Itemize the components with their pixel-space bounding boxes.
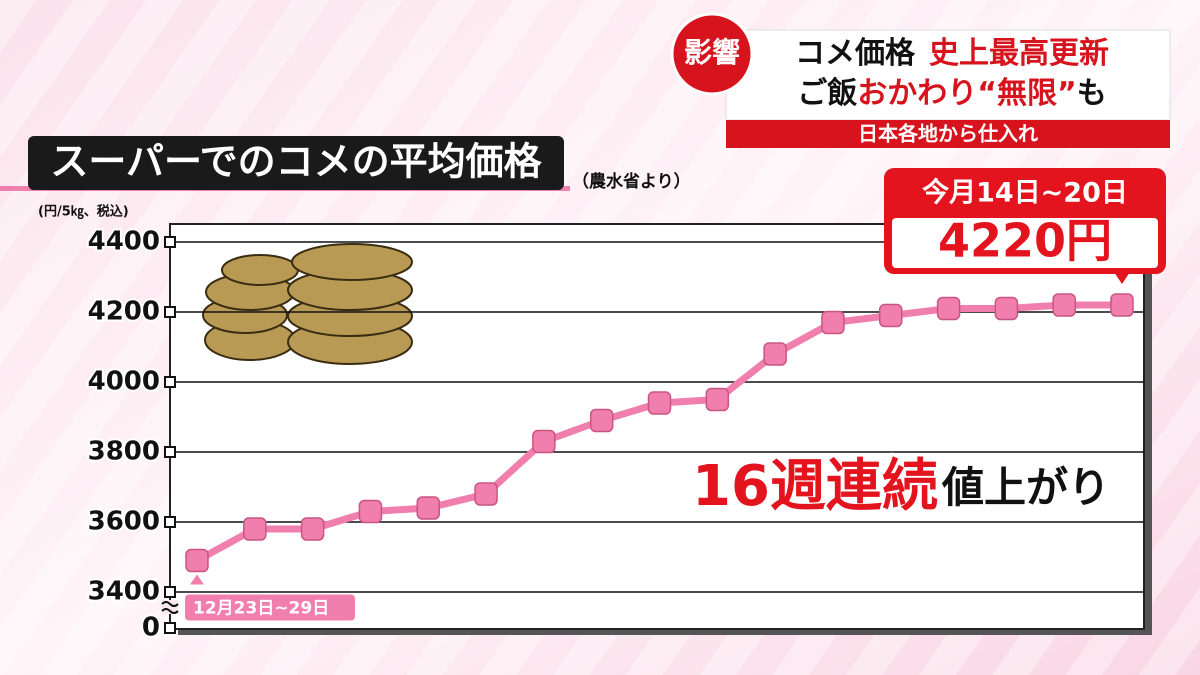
point (532, 429, 556, 454)
point (647, 391, 672, 415)
banner-text-red: 史上最高更新 (929, 36, 1109, 71)
source-note: （農水省より） (572, 171, 691, 192)
badge-text: 影響 (684, 36, 740, 69)
annotation: 16週連続値上がり (692, 454, 1110, 519)
y-tick (164, 236, 176, 248)
y-tick-label: 3400 (88, 577, 160, 607)
banner-subline: 日本各地から仕入れ (858, 122, 1038, 146)
point (936, 296, 961, 321)
banner-text: ご飯 (797, 76, 857, 111)
point (416, 496, 440, 520)
callout-pointer (190, 574, 204, 585)
banner-line2: ご飯おかわり“無限”も (797, 76, 1106, 111)
y-axis-label: (円/5㎏、税込) (38, 204, 129, 221)
point (1052, 293, 1076, 317)
badge (670, 12, 754, 96)
y-tick-label: 4400 (88, 227, 160, 257)
y-tick-label: 4200 (88, 297, 160, 327)
y-tick (164, 516, 176, 528)
point (821, 310, 845, 335)
y-tick (164, 306, 176, 318)
rice-bags (202, 243, 413, 365)
y-tick-label: 4000 (88, 367, 160, 397)
banner-text: も (1077, 76, 1107, 111)
point (358, 499, 383, 524)
y-tick-label: 3600 (88, 507, 160, 537)
point (1110, 293, 1134, 317)
y-tick (164, 586, 176, 598)
category-callout (185, 594, 355, 621)
axis-break (161, 601, 179, 614)
callout-pointer (1114, 272, 1130, 284)
axis-break-gap (162, 600, 178, 614)
point (243, 517, 267, 541)
title-box (28, 136, 564, 190)
point (705, 387, 730, 412)
y-tick-label: 3800 (88, 437, 160, 467)
value-callout-inner (892, 218, 1158, 268)
y-tick (164, 376, 176, 388)
banner-text: コメ価格 (795, 36, 916, 71)
y-tick (164, 622, 176, 634)
banner-line1: コメ価格 史上最高更新 (795, 36, 1109, 71)
point (879, 303, 903, 328)
point (763, 342, 787, 366)
point (994, 296, 1019, 321)
annotation-highlight: 16週連続 (692, 454, 938, 519)
category-label: 12月23日~29日 (193, 599, 329, 619)
point (474, 482, 498, 506)
banner-strip (726, 120, 1170, 148)
banner-text-red: おかわり“無限” (857, 76, 1076, 111)
y-tick (164, 446, 176, 458)
point (589, 408, 614, 433)
annotation-text: 値上がり (941, 463, 1110, 512)
point (300, 517, 325, 541)
chart-title: スーパーでのコメの平均価格 (50, 140, 542, 184)
y-tick-label: 0 (142, 613, 160, 643)
category-label: 今月14日~20日 (922, 177, 1128, 209)
value-label: 4220円 (938, 214, 1112, 268)
point (185, 548, 209, 573)
